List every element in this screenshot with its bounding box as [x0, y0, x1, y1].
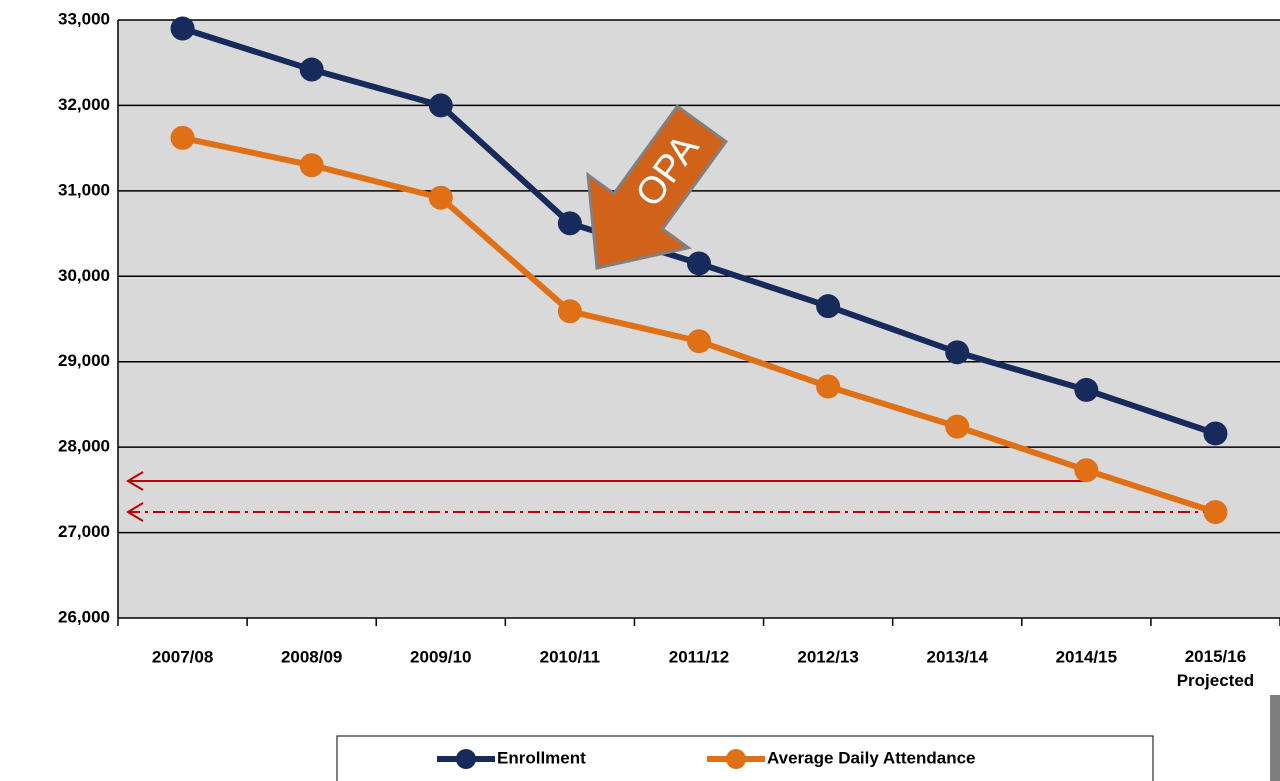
data-point — [1203, 421, 1228, 446]
x-tick-label: 2008/09 — [281, 647, 342, 666]
data-point — [687, 329, 711, 354]
legend-label: Average Daily Attendance — [767, 748, 975, 767]
x-tick-label: 2012/13 — [797, 647, 858, 666]
series-lines — [170, 16, 1228, 525]
legend-items: Enrollment Average Daily Attendance — [437, 748, 975, 769]
data-point — [1074, 458, 1099, 483]
y-tick-label: 26,000 — [58, 607, 110, 626]
data-point — [557, 211, 582, 236]
data-point — [428, 93, 453, 118]
x-tick-label: 2015/16 Projected — [1177, 647, 1254, 690]
arrow-shape — [586, 104, 728, 270]
data-point — [170, 16, 195, 41]
y-tick-label: 32,000 — [58, 95, 110, 114]
data-point — [170, 125, 195, 150]
data-point — [945, 340, 970, 365]
x-tick-label: 2013/14 — [926, 647, 988, 666]
arrow-head — [126, 471, 144, 491]
data-point — [816, 294, 841, 319]
x-tick-label: 2009/10 — [410, 647, 471, 666]
legend-label: Enrollment — [497, 748, 586, 767]
y-tick-label: 33,000 — [58, 9, 110, 28]
x-tick-label: 2007/08 — [152, 647, 213, 666]
x-tick-label: 2014/15 — [1056, 647, 1117, 666]
arrow-head — [126, 502, 144, 522]
legend-marker — [726, 749, 746, 769]
data-point — [299, 57, 324, 82]
y-tick-label: 27,000 — [58, 522, 110, 541]
data-point — [1203, 500, 1228, 525]
x-tick-label: 2011/12 — [669, 647, 730, 666]
plot-area — [118, 20, 1280, 618]
data-point — [687, 251, 711, 276]
x-tick-label: 2010/11 — [540, 647, 601, 666]
grid — [117, 19, 1280, 626]
corner-element — [1270, 695, 1280, 781]
reference-arrows — [126, 471, 1215, 522]
data-point — [1074, 377, 1099, 402]
legend-marker — [456, 749, 476, 769]
data-point — [816, 374, 841, 399]
data-point — [557, 299, 582, 324]
y-tick-label: 31,000 — [58, 180, 110, 199]
data-point — [945, 414, 970, 439]
data-point — [299, 153, 324, 178]
data-point — [428, 185, 453, 210]
y-tick-label: 28,000 — [58, 437, 110, 456]
y-tick-label: 29,000 — [58, 351, 110, 370]
y-tick-label: 30,000 — [58, 266, 110, 285]
